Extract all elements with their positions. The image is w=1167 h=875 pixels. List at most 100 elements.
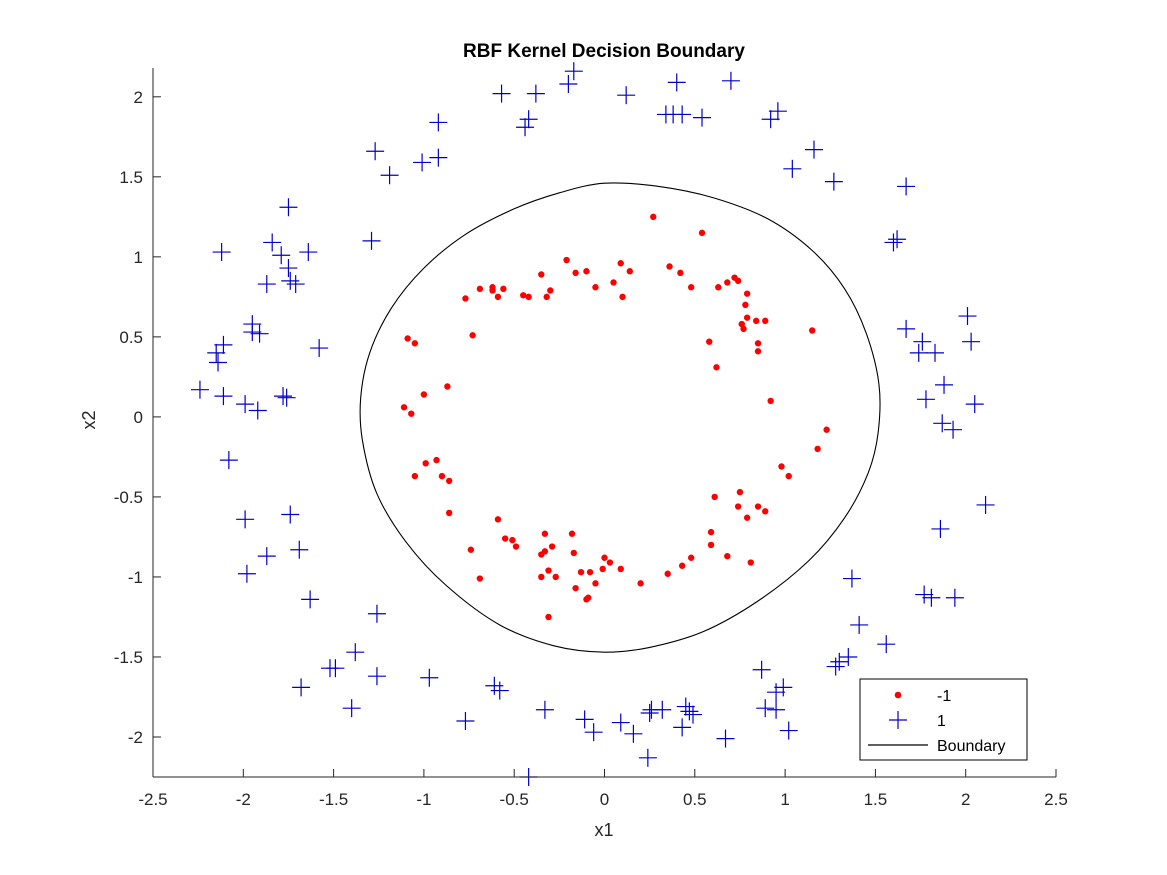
data-point-pos: [214, 335, 233, 354]
data-point-pos: [909, 343, 928, 362]
data-point-neg: [489, 284, 496, 291]
data-point-pos: [346, 643, 365, 662]
data-point-neg: [467, 546, 475, 553]
data-point-pos: [611, 713, 630, 732]
data-point-neg: [583, 596, 590, 603]
data-point-neg: [743, 290, 751, 297]
data-point-neg: [433, 456, 440, 464]
data-point-pos: [281, 505, 300, 524]
data-point-neg: [538, 551, 545, 558]
data-point-pos: [842, 569, 861, 588]
data-point-neg: [501, 535, 509, 542]
data-point-neg: [601, 554, 608, 561]
data-point-pos: [516, 118, 535, 137]
data-point-pos: [767, 700, 786, 719]
data-point-pos: [945, 588, 964, 607]
data-point-pos: [564, 62, 583, 81]
x-axis: -2.5 -2 -1.5 -1 -0.5 0 0.5 1 1.5 2 2.5: [138, 769, 1068, 809]
data-point-pos: [673, 105, 692, 124]
data-point-pos: [281, 271, 300, 290]
data-point-neg: [664, 570, 671, 577]
data-point-pos: [190, 380, 209, 399]
data-point-pos: [301, 590, 320, 609]
data-point-pos: [277, 388, 296, 407]
data-point-pos: [653, 700, 672, 719]
x-tick-label: -1.5: [319, 790, 348, 809]
data-point-pos: [279, 198, 298, 217]
data-point-neg: [599, 565, 606, 573]
data-point-neg: [411, 340, 419, 347]
y-tick-label: 2: [134, 88, 143, 107]
data-point-pos: [366, 142, 385, 161]
data-point-pos: [962, 332, 981, 351]
data-point-neg: [724, 279, 731, 286]
data-point-neg: [731, 274, 738, 281]
data-point-pos: [958, 307, 977, 326]
data-point-pos: [925, 343, 944, 362]
data-point-neg: [698, 229, 706, 237]
data-point-pos: [380, 166, 399, 185]
data-point-pos: [824, 172, 843, 191]
data-point-neg: [548, 543, 556, 550]
data-point-pos: [779, 721, 798, 740]
data-point-neg: [545, 567, 552, 574]
x-tick-label: -0.5: [500, 790, 529, 809]
data-point-pos: [326, 659, 345, 678]
data-point-neg: [462, 295, 469, 302]
data-point-pos: [209, 353, 228, 372]
data-point-neg: [404, 335, 411, 342]
data-point-pos: [638, 748, 657, 767]
data-point-pos: [922, 588, 941, 607]
data-point-pos: [897, 177, 916, 196]
data-point-pos: [897, 319, 916, 338]
data-point-neg: [494, 516, 502, 523]
data-point-neg: [568, 530, 576, 537]
y-tick-label: 1.5: [119, 168, 143, 187]
data-point-neg: [592, 580, 599, 587]
data-point-neg: [617, 565, 624, 573]
y-tick-label: -1: [128, 568, 143, 587]
data-point-pos: [673, 718, 692, 737]
x-tick-label: 0.5: [683, 790, 707, 809]
data-point-neg: [610, 279, 617, 286]
data-point-pos: [935, 375, 954, 394]
y-tick-label: -0.5: [114, 488, 143, 507]
data-point-neg: [411, 472, 419, 480]
data-point-pos: [492, 84, 511, 103]
data-point-neg: [583, 268, 590, 275]
data-point-neg: [808, 327, 816, 334]
data-point-neg: [400, 404, 408, 411]
data-point-pos: [290, 540, 309, 559]
data-point-pos: [768, 102, 787, 121]
data-point-pos: [248, 401, 267, 420]
data-point-neg: [445, 509, 453, 517]
data-point-neg: [747, 559, 754, 566]
data-point-pos: [826, 657, 845, 676]
x-tick-label: -2: [236, 790, 251, 809]
data-point-pos: [667, 73, 686, 92]
data-point-pos: [367, 667, 386, 686]
legend-label-boundary: Boundary: [937, 738, 1006, 755]
data-point-pos: [721, 71, 740, 90]
legend-box: [859, 678, 1028, 761]
data-point-pos: [767, 683, 786, 702]
data-point-neg: [707, 541, 715, 549]
data-point-pos: [716, 729, 735, 748]
data-point-pos: [263, 233, 282, 252]
data-point-pos: [257, 547, 276, 566]
data-point-neg: [619, 293, 626, 301]
data-point-neg: [734, 503, 742, 510]
data-point-pos: [584, 723, 603, 742]
data-point-neg: [422, 460, 429, 467]
data-point-neg: [754, 348, 762, 355]
x-tick-label: -1: [416, 790, 431, 809]
data-point-pos: [237, 564, 256, 583]
data-point-pos: [683, 705, 702, 724]
data-point-pos: [429, 148, 448, 167]
data-point-pos: [965, 395, 984, 414]
data-point-neg: [814, 445, 821, 453]
data-point-neg: [738, 320, 745, 328]
data-point-pos: [299, 243, 318, 262]
data-point-pos: [456, 711, 475, 730]
